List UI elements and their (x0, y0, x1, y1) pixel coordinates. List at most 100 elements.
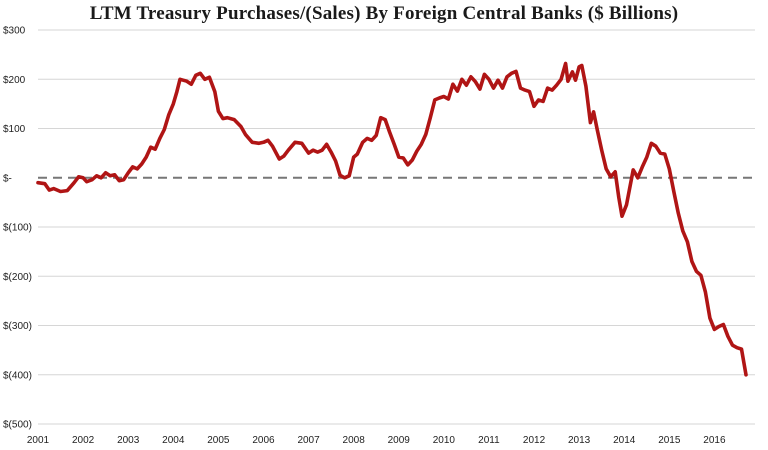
data-point (77, 175, 80, 178)
data-point (257, 142, 261, 145)
data-point (213, 90, 216, 93)
data-point (460, 78, 464, 81)
data-point (510, 72, 513, 75)
data-point (429, 116, 432, 119)
y-axis-labels: $300 $200 $100 $- $(100) $(200) $(300) $(400) $(… (3, 26, 32, 431)
data-point (118, 179, 121, 182)
data-point (343, 176, 346, 179)
data-point (424, 133, 427, 136)
data-point (735, 346, 739, 349)
data-point (456, 89, 459, 93)
data-point (140, 162, 143, 166)
data-point (478, 87, 482, 91)
x-tick-label: 2016 (703, 435, 726, 446)
data-point (356, 152, 359, 156)
data-point (158, 137, 161, 140)
data-point (109, 174, 112, 177)
data-point (190, 83, 193, 86)
data-point (167, 113, 170, 116)
data-point (672, 190, 675, 193)
data-point (113, 173, 116, 176)
data-point (577, 65, 581, 69)
data-point (287, 149, 290, 152)
data-point (352, 155, 355, 159)
data-point (519, 86, 522, 90)
data-point (48, 188, 51, 192)
data-point (136, 167, 139, 171)
data-point (596, 128, 599, 131)
data-point (325, 143, 328, 146)
data-point (149, 146, 152, 149)
data-point (122, 178, 125, 181)
data-point (226, 116, 229, 119)
data-point (307, 151, 310, 155)
data-point (262, 141, 265, 144)
data-point (592, 110, 595, 114)
data-point (172, 102, 175, 106)
data-point (329, 150, 333, 154)
data-point (420, 143, 423, 146)
data-point (145, 155, 148, 159)
data-point (686, 240, 689, 243)
data-point (81, 176, 85, 179)
data-point (316, 150, 319, 154)
y-tick-label: $(300) (3, 321, 32, 332)
data-point (185, 80, 188, 83)
data-point (584, 84, 588, 88)
data-point (131, 165, 134, 169)
data-point (154, 148, 157, 151)
data-point (566, 80, 570, 83)
data-point (614, 170, 617, 173)
x-tick-label: 2002 (72, 435, 95, 446)
data-point (334, 159, 337, 163)
x-tick-label: 2013 (568, 435, 591, 446)
data-point (442, 95, 445, 98)
data-point (95, 174, 98, 177)
x-tick-label: 2015 (658, 435, 681, 446)
data-point (194, 74, 197, 77)
data-point (402, 156, 405, 160)
data-point (699, 274, 703, 277)
data-point (528, 90, 531, 93)
data-point (282, 154, 285, 158)
data-point (85, 180, 88, 183)
x-tick-label: 2014 (613, 435, 636, 446)
series-layer (36, 61, 748, 377)
data-point (663, 152, 666, 156)
data-point (99, 176, 103, 179)
data-point (217, 110, 220, 113)
data-point (36, 181, 40, 184)
data-point (645, 155, 648, 159)
data-point (625, 203, 628, 206)
x-tick-label: 2007 (297, 435, 320, 446)
data-point (397, 155, 400, 159)
data-point (320, 149, 324, 152)
x-tick-label: 2006 (252, 435, 275, 446)
data-point (620, 215, 624, 218)
data-point (487, 78, 491, 81)
data-point (361, 141, 364, 144)
data-point (744, 373, 748, 376)
data-point (127, 171, 130, 174)
data-point (52, 187, 55, 190)
data-point (251, 141, 254, 144)
data-point (199, 72, 202, 75)
data-point (617, 196, 620, 199)
data-point (239, 125, 243, 128)
data-point (496, 79, 500, 82)
data-point (550, 88, 554, 92)
data-point (375, 134, 378, 137)
data-point (233, 118, 236, 121)
data-point (659, 151, 662, 155)
data-point (221, 117, 225, 120)
y-tick-label: $(200) (3, 272, 32, 283)
data-point (438, 96, 441, 100)
data-point (370, 139, 373, 142)
data-point (514, 70, 518, 73)
data-point (677, 212, 680, 215)
data-point (266, 139, 270, 142)
data-point (90, 178, 94, 181)
data-point (208, 76, 211, 79)
